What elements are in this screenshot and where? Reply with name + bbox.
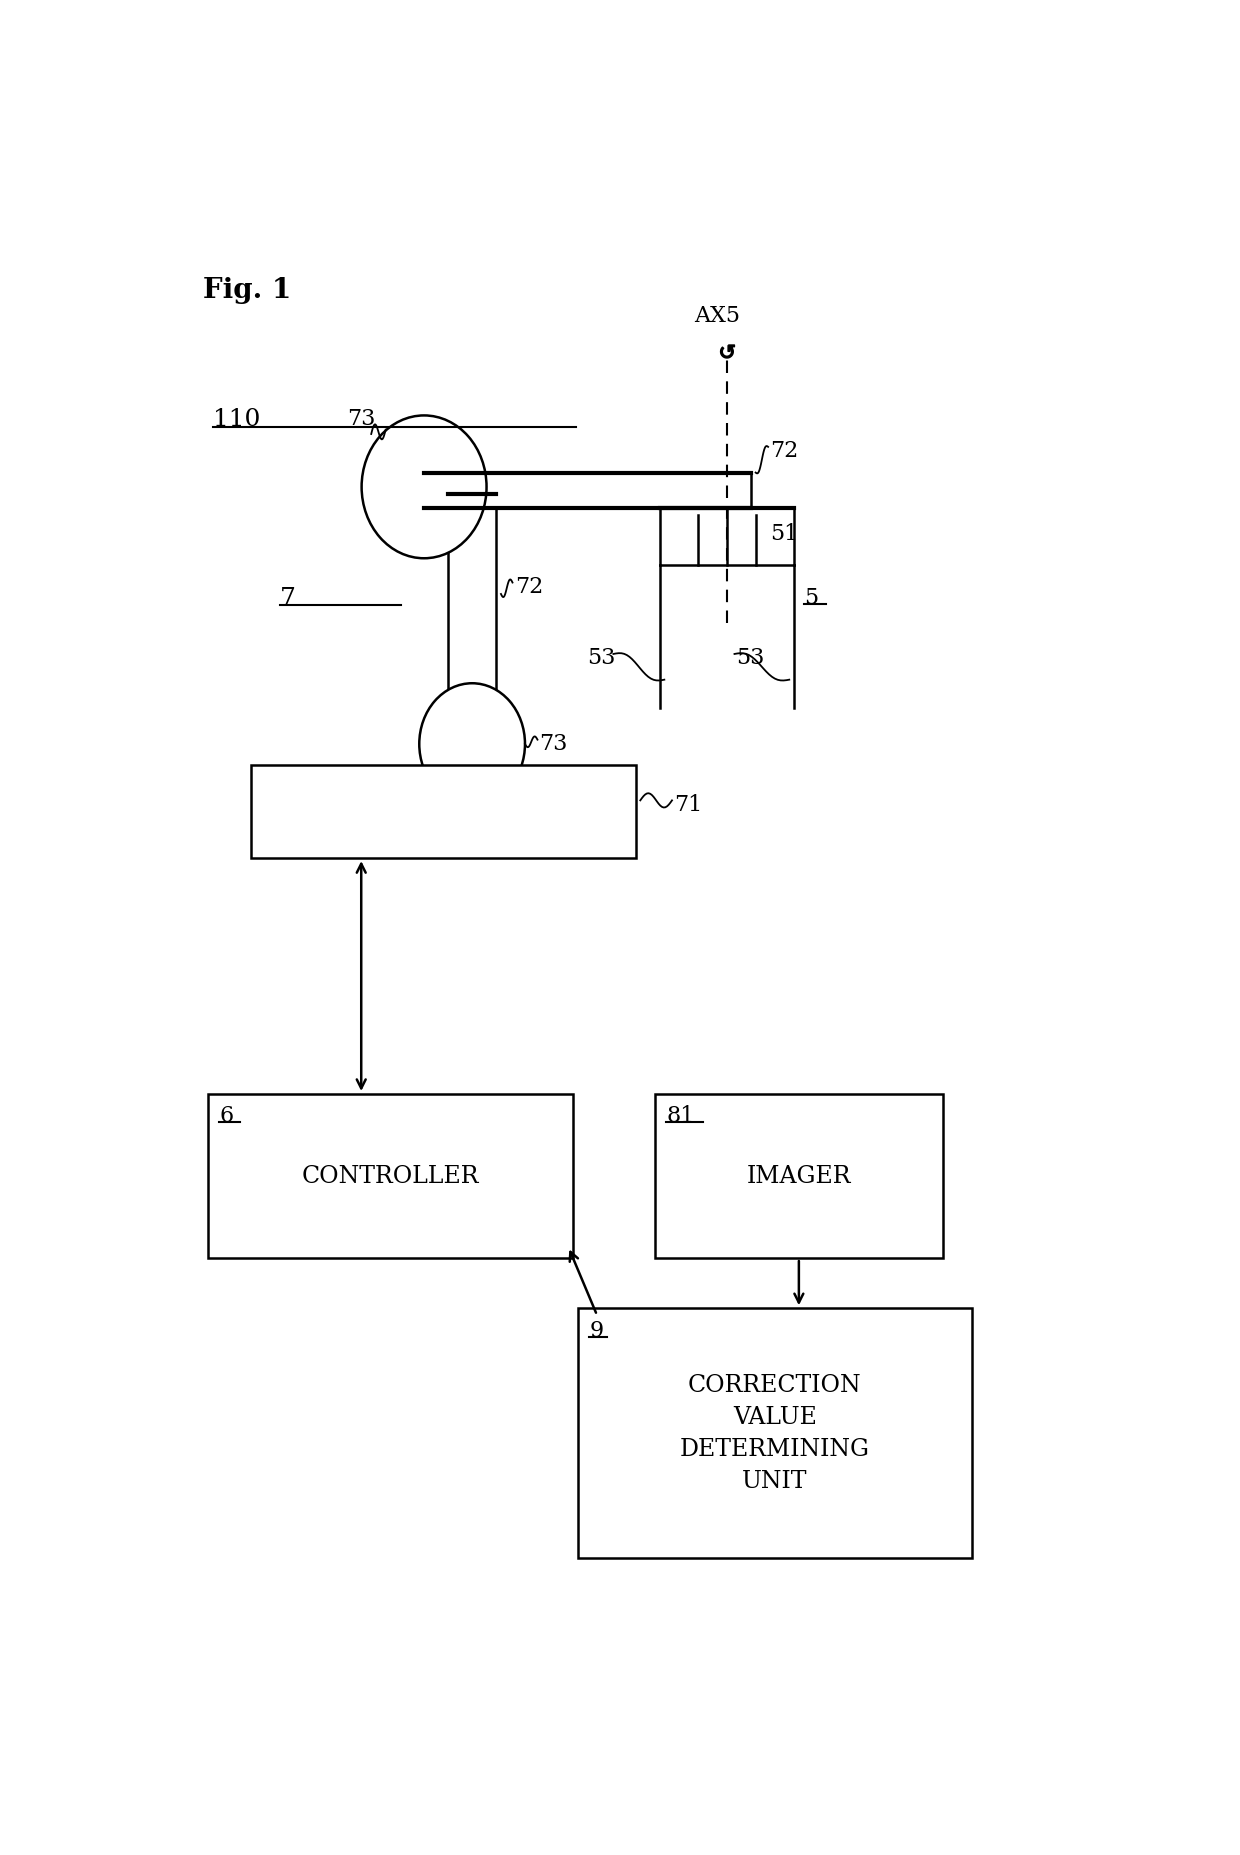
Bar <box>578 1308 972 1558</box>
Text: Fig. 1: Fig. 1 <box>203 276 291 304</box>
Text: 6: 6 <box>219 1106 233 1128</box>
Bar <box>250 766 635 859</box>
Text: 53: 53 <box>588 647 616 670</box>
Text: AX5: AX5 <box>694 304 740 326</box>
Text: 9: 9 <box>589 1319 604 1341</box>
Text: 81: 81 <box>666 1106 694 1128</box>
Text: CONTROLLER: CONTROLLER <box>301 1165 479 1187</box>
Text: 71: 71 <box>675 794 702 816</box>
Ellipse shape <box>362 416 486 558</box>
Text: 7: 7 <box>280 586 296 610</box>
Bar <box>655 1094 944 1258</box>
Text: 72: 72 <box>770 440 799 462</box>
Text: 72: 72 <box>516 575 543 597</box>
Text: 73: 73 <box>539 733 568 755</box>
Text: 5: 5 <box>804 586 818 608</box>
Ellipse shape <box>419 683 525 805</box>
Text: IMAGER: IMAGER <box>746 1165 851 1187</box>
Bar <box>424 473 750 508</box>
Text: 53: 53 <box>737 647 765 670</box>
Text: CORRECTION
VALUE
DETERMINING
UNIT: CORRECTION VALUE DETERMINING UNIT <box>680 1373 869 1493</box>
Text: 110: 110 <box>213 408 260 430</box>
Text: 73: 73 <box>347 408 376 430</box>
Bar <box>208 1094 573 1258</box>
Text: 51: 51 <box>770 523 799 545</box>
